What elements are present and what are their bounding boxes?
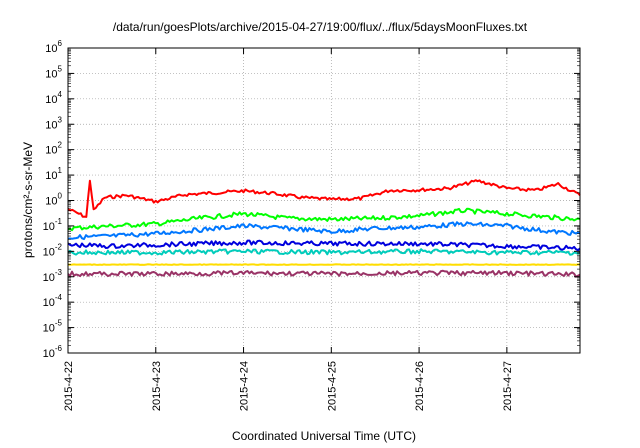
y-tick-label: 105 xyxy=(45,64,62,80)
series-line xyxy=(67,263,581,266)
series-layer xyxy=(67,179,581,278)
y-tick-exponent: 5 xyxy=(58,64,63,73)
series-line xyxy=(67,269,581,278)
y-tick-base: 10 xyxy=(45,145,57,157)
x-tick-label: 2015-4-23 xyxy=(151,361,163,411)
series-line xyxy=(67,179,581,218)
x-tick-label: 2015-4-27 xyxy=(502,361,514,411)
y-tick-label: 100 xyxy=(45,192,62,208)
y-tick-exponent: 1 xyxy=(58,166,63,175)
y-tick-label: 10-1 xyxy=(43,217,63,233)
x-axis-label: Coordinated Universal Time (UTC) xyxy=(231,429,417,443)
y-tick-label: 10-6 xyxy=(43,344,63,360)
y-tick-label: 101 xyxy=(45,166,62,182)
y-tick-base: 10 xyxy=(45,68,57,80)
y-tick-label: 106 xyxy=(45,39,62,55)
x-tick-label: 2015-4-26 xyxy=(414,361,426,411)
y-tick-exponent: -1 xyxy=(55,217,63,226)
y-tick-exponent: -3 xyxy=(55,268,63,277)
y-tick-exponent: -4 xyxy=(55,293,63,302)
series-line xyxy=(67,207,581,232)
series-line xyxy=(67,248,581,256)
y-tick-base: 10 xyxy=(43,348,55,360)
y-tick-label: 104 xyxy=(45,90,62,106)
series-line xyxy=(67,239,581,252)
y-tick-base: 10 xyxy=(45,43,57,55)
y-tick-label: 10-2 xyxy=(43,242,63,258)
y-tick-exponent: 0 xyxy=(58,192,63,201)
x-tick-label: 2015-4-24 xyxy=(239,361,251,411)
chart-title: /data/run/goesPlots/archive/2015-04-27/1… xyxy=(112,20,528,34)
y-tick-base: 10 xyxy=(43,297,55,309)
tick-layer: 10-610-510-410-310-210-11001011021031041… xyxy=(43,39,580,411)
y-tick-base: 10 xyxy=(45,170,57,182)
y-tick-label: 10-3 xyxy=(43,268,63,284)
x-tick-label: 2015-4-22 xyxy=(63,361,75,411)
y-tick-base: 10 xyxy=(43,221,55,233)
y-tick-base: 10 xyxy=(43,272,55,284)
y-tick-exponent: 4 xyxy=(58,90,63,99)
y-tick-exponent: -6 xyxy=(55,344,63,353)
y-tick-exponent: -2 xyxy=(55,242,63,251)
y-tick-base: 10 xyxy=(45,119,57,131)
series-line xyxy=(67,221,581,241)
y-tick-label: 103 xyxy=(45,115,62,131)
y-tick-label: 10-5 xyxy=(43,319,63,335)
y-tick-base: 10 xyxy=(43,323,55,335)
y-tick-exponent: -5 xyxy=(55,319,63,328)
y-tick-exponent: 2 xyxy=(58,141,63,150)
y-tick-exponent: 6 xyxy=(58,39,63,48)
grid-layer xyxy=(68,48,580,353)
y-tick-label: 10-4 xyxy=(43,293,63,309)
y-tick-base: 10 xyxy=(43,246,55,258)
y-tick-exponent: 3 xyxy=(58,115,63,124)
x-tick-label: 2015-4-25 xyxy=(326,361,338,411)
y-tick-base: 10 xyxy=(45,94,57,106)
y-tick-base: 10 xyxy=(45,196,57,208)
y-tick-label: 102 xyxy=(45,141,62,157)
